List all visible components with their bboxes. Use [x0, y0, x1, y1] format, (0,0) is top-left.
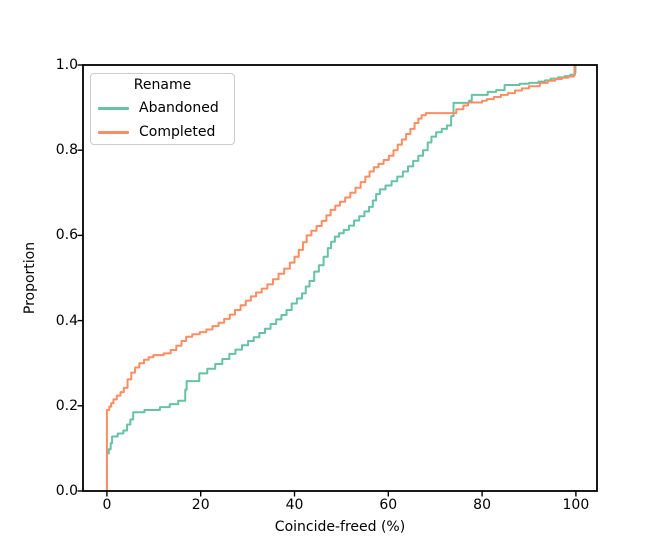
x-tick-label: 80	[473, 497, 491, 513]
x-axis-label: Coincide-freed (%)	[274, 519, 406, 535]
x-tick-label: 100	[562, 497, 590, 513]
abandoned-curve	[105, 64, 577, 491]
legend-title: Rename	[133, 77, 192, 93]
x-tick-label: 20	[191, 497, 210, 513]
y-tick-label: 0.2	[55, 397, 78, 414]
x-tick-label: 0	[102, 497, 112, 513]
y-axis-label: Proportion	[22, 241, 38, 315]
completed-curve	[105, 64, 576, 491]
legend-label-completed: Completed	[139, 124, 216, 140]
y-tick-label: 1.0	[55, 57, 78, 73]
x-tick-label: 40	[285, 497, 304, 513]
y-tick-label: 0.8	[55, 142, 78, 159]
completed-line-swatch	[98, 130, 129, 134]
legend-label-abandoned: Abandoned	[139, 100, 219, 116]
legend-item-completed: Completed	[91, 120, 234, 144]
y-tick-label: 0.0	[55, 483, 78, 499]
x-tick-label: 60	[379, 497, 398, 513]
y-tick-label: 0.4	[55, 312, 78, 329]
abandoned-line-swatch	[98, 106, 129, 110]
plot-frame	[82, 64, 598, 492]
legend: Rename Abandoned Completed	[90, 73, 235, 145]
legend-item-abandoned: Abandoned	[91, 96, 234, 120]
y-tick-label: 0.6	[55, 227, 78, 244]
